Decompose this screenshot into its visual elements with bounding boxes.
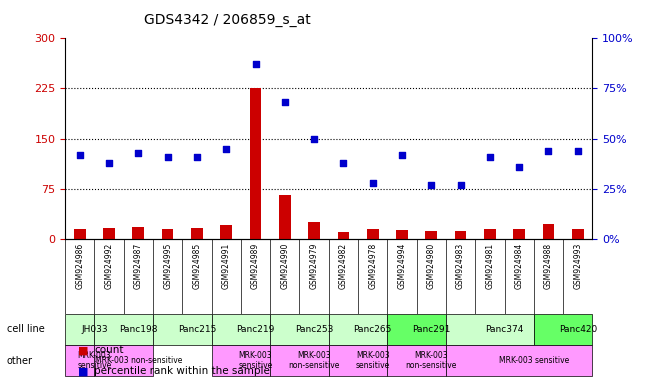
Text: Panc253: Panc253 — [295, 325, 333, 334]
Bar — [484, 228, 496, 238]
Text: GDS4342 / 206859_s_at: GDS4342 / 206859_s_at — [145, 13, 311, 27]
FancyBboxPatch shape — [329, 314, 387, 345]
Bar — [279, 195, 290, 238]
Bar — [367, 228, 378, 238]
Bar — [191, 228, 203, 238]
Bar — [454, 231, 466, 238]
Point — [191, 154, 202, 160]
Text: GSM924985: GSM924985 — [193, 242, 201, 289]
FancyBboxPatch shape — [212, 314, 270, 345]
Point — [572, 147, 583, 154]
Text: Panc215: Panc215 — [178, 325, 216, 334]
Point — [280, 99, 290, 106]
Text: Panc219: Panc219 — [236, 325, 275, 334]
Text: GSM924988: GSM924988 — [544, 242, 553, 288]
Bar — [337, 232, 349, 238]
FancyBboxPatch shape — [94, 345, 153, 376]
Text: GSM924978: GSM924978 — [368, 242, 377, 289]
Text: other: other — [7, 356, 33, 366]
Point — [396, 151, 408, 157]
Bar — [513, 228, 525, 238]
Text: GSM924991: GSM924991 — [222, 242, 230, 289]
Bar — [103, 228, 115, 238]
Text: MRK-003
sensitive: MRK-003 sensitive — [238, 351, 273, 371]
FancyBboxPatch shape — [446, 314, 534, 345]
FancyBboxPatch shape — [65, 314, 94, 345]
Bar — [133, 227, 144, 238]
Text: GSM924984: GSM924984 — [515, 242, 523, 289]
Text: GSM924979: GSM924979 — [310, 242, 318, 289]
FancyBboxPatch shape — [329, 345, 387, 376]
Bar — [249, 88, 261, 238]
Point — [221, 146, 232, 152]
Text: GSM924990: GSM924990 — [281, 242, 289, 289]
Text: GSM924982: GSM924982 — [339, 242, 348, 288]
FancyBboxPatch shape — [65, 345, 94, 376]
Text: GSM924995: GSM924995 — [163, 242, 172, 289]
Bar — [542, 224, 554, 238]
Point — [543, 147, 553, 154]
Point — [339, 159, 349, 166]
Bar — [426, 231, 437, 238]
Text: MRK-003
sensitive: MRK-003 sensitive — [355, 351, 390, 371]
FancyBboxPatch shape — [153, 314, 212, 345]
Text: Panc198: Panc198 — [119, 325, 158, 334]
Bar — [74, 228, 86, 238]
Text: MRK-003
non-sensitive: MRK-003 non-sensitive — [288, 351, 340, 371]
Text: GSM924992: GSM924992 — [105, 242, 113, 289]
Text: Panc291: Panc291 — [412, 325, 450, 334]
Bar — [308, 222, 320, 238]
Text: Panc265: Panc265 — [353, 325, 392, 334]
Text: MRK-003 sensitive: MRK-003 sensitive — [499, 356, 569, 365]
Text: MRK-003 non-sensitive: MRK-003 non-sensitive — [94, 356, 182, 365]
Text: GSM924989: GSM924989 — [251, 242, 260, 289]
Point — [309, 136, 319, 142]
Text: GSM924994: GSM924994 — [398, 242, 406, 289]
Point — [250, 61, 260, 68]
Bar — [161, 229, 173, 238]
FancyBboxPatch shape — [94, 314, 153, 345]
Bar — [220, 225, 232, 238]
Bar — [396, 230, 408, 238]
Point — [514, 164, 524, 170]
Bar — [572, 228, 583, 238]
FancyBboxPatch shape — [270, 314, 329, 345]
Text: ■: ■ — [78, 366, 89, 376]
Text: count: count — [94, 345, 124, 355]
Text: JH033: JH033 — [81, 325, 107, 334]
Point — [163, 154, 173, 160]
Text: Panc420: Panc420 — [559, 325, 597, 334]
Text: MRK-003
non-sensitive: MRK-003 non-sensitive — [406, 351, 457, 371]
Text: MRK-003
sensitive: MRK-003 sensitive — [77, 351, 111, 371]
FancyBboxPatch shape — [387, 345, 446, 376]
FancyBboxPatch shape — [387, 314, 446, 345]
FancyBboxPatch shape — [446, 345, 592, 376]
Text: GSM924981: GSM924981 — [486, 242, 494, 288]
Point — [104, 159, 115, 166]
FancyBboxPatch shape — [534, 314, 592, 345]
Point — [426, 182, 436, 188]
Text: GSM924993: GSM924993 — [574, 242, 582, 289]
Text: GSM924987: GSM924987 — [134, 242, 143, 289]
Text: Panc374: Panc374 — [486, 325, 523, 334]
Point — [367, 179, 378, 185]
Point — [484, 154, 495, 160]
Text: GSM924983: GSM924983 — [456, 242, 465, 289]
Point — [455, 182, 465, 188]
Text: GSM924986: GSM924986 — [76, 242, 84, 289]
Point — [74, 151, 85, 157]
Text: percentile rank within the sample: percentile rank within the sample — [94, 366, 270, 376]
Text: GSM924980: GSM924980 — [427, 242, 436, 289]
Text: cell line: cell line — [7, 324, 44, 334]
FancyBboxPatch shape — [212, 345, 270, 376]
Point — [133, 149, 143, 156]
FancyBboxPatch shape — [270, 345, 329, 376]
Text: ■: ■ — [78, 345, 89, 355]
